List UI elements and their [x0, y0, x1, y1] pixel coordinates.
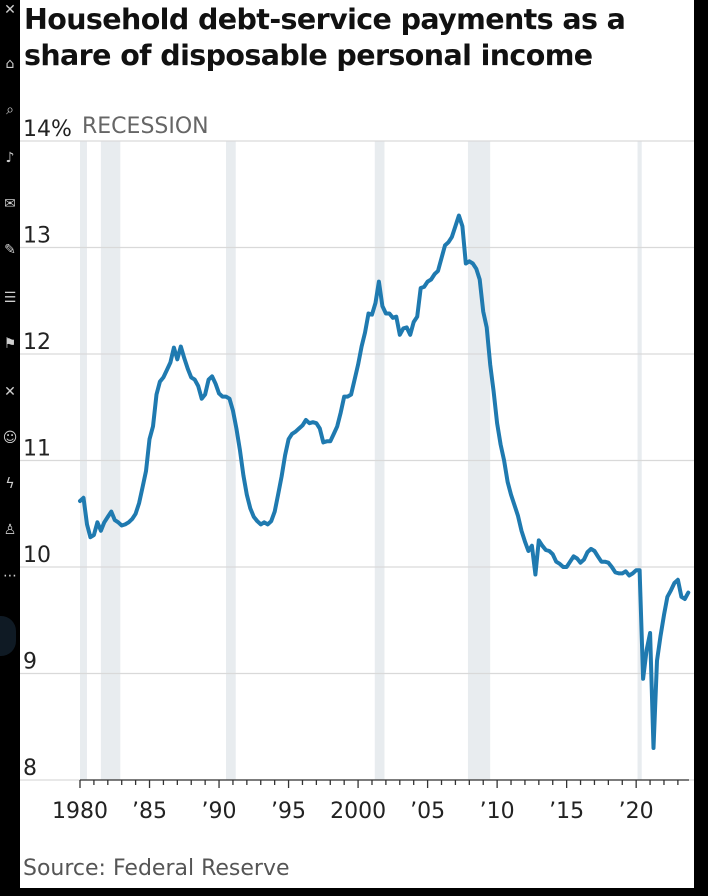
source-note: Source: Federal Reserve: [23, 856, 290, 881]
x-tick-label: ’95: [271, 799, 306, 824]
side-toolbar: ✕ ⌂ ⌕ ♪ ✉ ✎ ☰ ⚑ ✕ ☺ ϟ ♙ ⋯: [0, 0, 20, 896]
home-icon[interactable]: ⌂: [5, 56, 15, 72]
y-tick-label: 8: [23, 756, 37, 781]
x-tick-label: ’20: [619, 799, 654, 824]
y-tick-label: 10: [23, 543, 51, 568]
chart-card: Household debt-service payments as a sha…: [20, 0, 694, 888]
x-icon[interactable]: ✕: [4, 2, 16, 18]
grid-lines: [20, 140, 694, 781]
x-tick-label: 2000: [330, 799, 386, 824]
x-tick-label: ’10: [480, 799, 515, 824]
bookmark-icon[interactable]: ⚑: [3, 336, 17, 352]
profile-icon[interactable]: ♙: [3, 522, 17, 538]
x-tick-label: 1980: [52, 799, 108, 824]
mail-icon[interactable]: ✉: [4, 196, 16, 212]
line-chart: 8 9 10 11 12 13 14% RECESSION 1980 ’85 ’90 ’95 200…: [20, 114, 694, 824]
chart-title: Household debt-service payments as a sha…: [24, 3, 626, 72]
search-icon[interactable]: ⌕: [6, 102, 14, 118]
people-icon[interactable]: ☺: [2, 430, 18, 446]
bolt-icon[interactable]: ϟ: [5, 476, 15, 492]
y-tick-label-top: 14%: [23, 117, 72, 142]
x-tick-label: ’15: [549, 799, 584, 824]
series: [78, 213, 691, 750]
y-tick-label: 9: [23, 650, 37, 675]
x-icon[interactable]: ✕: [4, 384, 16, 400]
bell-icon[interactable]: ♪: [5, 150, 15, 166]
edit-icon[interactable]: ✎: [4, 242, 16, 258]
rail-action-pill[interactable]: [0, 616, 16, 656]
x-tick-label: ’90: [202, 799, 237, 824]
y-axis: 8 9 10 11 12 13 14%: [23, 117, 72, 781]
list-icon[interactable]: ☰: [3, 290, 17, 306]
recession-legend-label: RECESSION: [82, 114, 209, 139]
y-tick-label: 12: [23, 330, 51, 355]
y-tick-label: 13: [23, 224, 51, 249]
x-tick-label: ’85: [132, 799, 167, 824]
x-axis: 1980 ’85 ’90 ’95 2000 ’05 ’10 ’15 ’20: [52, 779, 689, 824]
more-icon[interactable]: ⋯: [3, 568, 17, 584]
x-tick-label: ’05: [410, 799, 445, 824]
series-line: [78, 213, 691, 750]
y-tick-label: 11: [23, 437, 51, 462]
